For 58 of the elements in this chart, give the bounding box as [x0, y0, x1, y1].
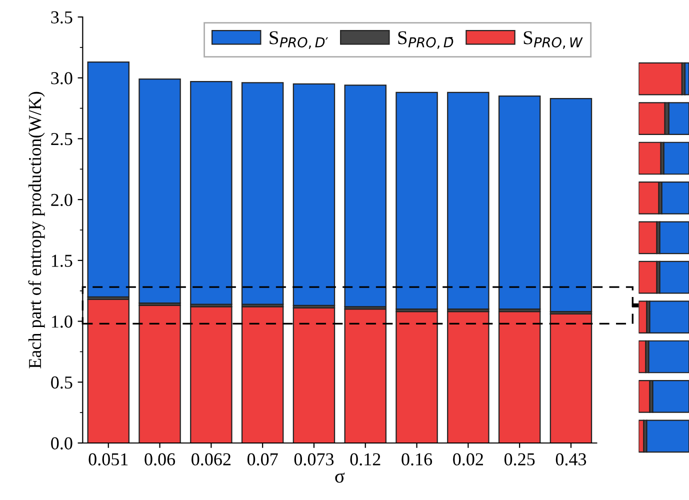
y-tick-label: 1.0 — [52, 316, 72, 328]
x-tick-label: 0.43 — [556, 453, 586, 466]
bar — [138, 78, 181, 304]
bar — [498, 310, 541, 443]
y-tick-label: 0.0 — [51, 437, 72, 450]
bar — [659, 221, 689, 254]
bar — [87, 61, 130, 298]
bar — [190, 80, 232, 305]
bar — [648, 340, 689, 374]
bar — [87, 298, 130, 443]
y-tick-label: 2.5 — [51, 133, 72, 146]
bar — [638, 62, 683, 96]
bar — [396, 310, 438, 443]
bar — [396, 92, 438, 310]
x-tick-label: 0.02 — [453, 453, 483, 466]
x-axis-title: σ — [335, 472, 345, 483]
bar — [344, 308, 386, 443]
x-tick-label: 0.062 — [192, 453, 230, 466]
bar — [646, 420, 689, 453]
bar — [638, 182, 660, 214]
legend-label: S$_{PRO,W}$ — [524, 31, 583, 49]
bar — [550, 98, 592, 312]
x-tick-label: 0.12 — [350, 453, 380, 466]
x-tick-label: 0.25 — [504, 453, 535, 466]
y-tick-label: 1.5 — [52, 254, 72, 267]
x-tick-label: 0.073 — [294, 453, 334, 466]
x-tick-label: 0.16 — [402, 453, 432, 466]
bar — [638, 142, 662, 175]
legend-label: S$_{PRO,D̄}$ — [398, 31, 454, 49]
y-axis-title: Each part of entropy production(W/K) — [28, 92, 45, 368]
bar — [447, 92, 490, 310]
bar — [241, 306, 284, 443]
bar — [447, 310, 490, 443]
bar — [138, 304, 181, 443]
y-tick-label: 3.0 — [51, 72, 72, 84]
bar — [652, 380, 689, 413]
bar — [638, 260, 658, 294]
bar — [344, 84, 386, 308]
bar — [292, 307, 336, 443]
y-tick-label: 3.5 — [51, 11, 72, 24]
x-tick-label: 0.051 — [88, 453, 128, 466]
bar — [190, 306, 232, 443]
x-tick-label: 0.07 — [247, 453, 278, 466]
legend-label: S$_{PRO,D′}$ — [270, 31, 328, 49]
bar — [292, 83, 336, 306]
bar — [663, 142, 689, 175]
bar — [649, 300, 689, 334]
x-tick-label: 0.06 — [144, 453, 176, 466]
bar — [550, 313, 592, 443]
bar — [638, 102, 666, 135]
bar — [661, 182, 689, 214]
y-tick-label: 2.0 — [51, 194, 72, 206]
bar — [659, 260, 689, 294]
bar — [498, 96, 541, 310]
bar — [668, 102, 689, 135]
bar — [638, 221, 658, 254]
y-tick-label: 0.5 — [51, 376, 72, 389]
bar — [241, 82, 284, 305]
